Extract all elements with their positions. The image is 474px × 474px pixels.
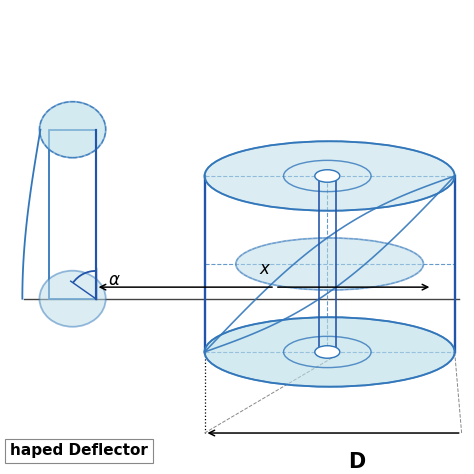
Text: x: x (259, 260, 269, 278)
Ellipse shape (315, 170, 340, 182)
Text: haped Deflector: haped Deflector (10, 444, 148, 458)
Polygon shape (49, 130, 96, 299)
Ellipse shape (205, 141, 455, 211)
Ellipse shape (205, 317, 455, 387)
Ellipse shape (315, 346, 340, 358)
Ellipse shape (236, 238, 423, 290)
Ellipse shape (39, 101, 106, 158)
Text: D: D (347, 452, 365, 472)
Ellipse shape (39, 271, 106, 327)
Text: α: α (109, 271, 120, 289)
